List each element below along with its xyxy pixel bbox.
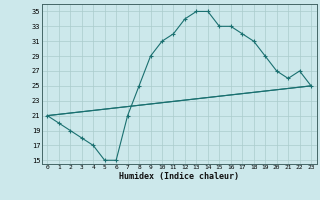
X-axis label: Humidex (Indice chaleur): Humidex (Indice chaleur) — [119, 172, 239, 181]
